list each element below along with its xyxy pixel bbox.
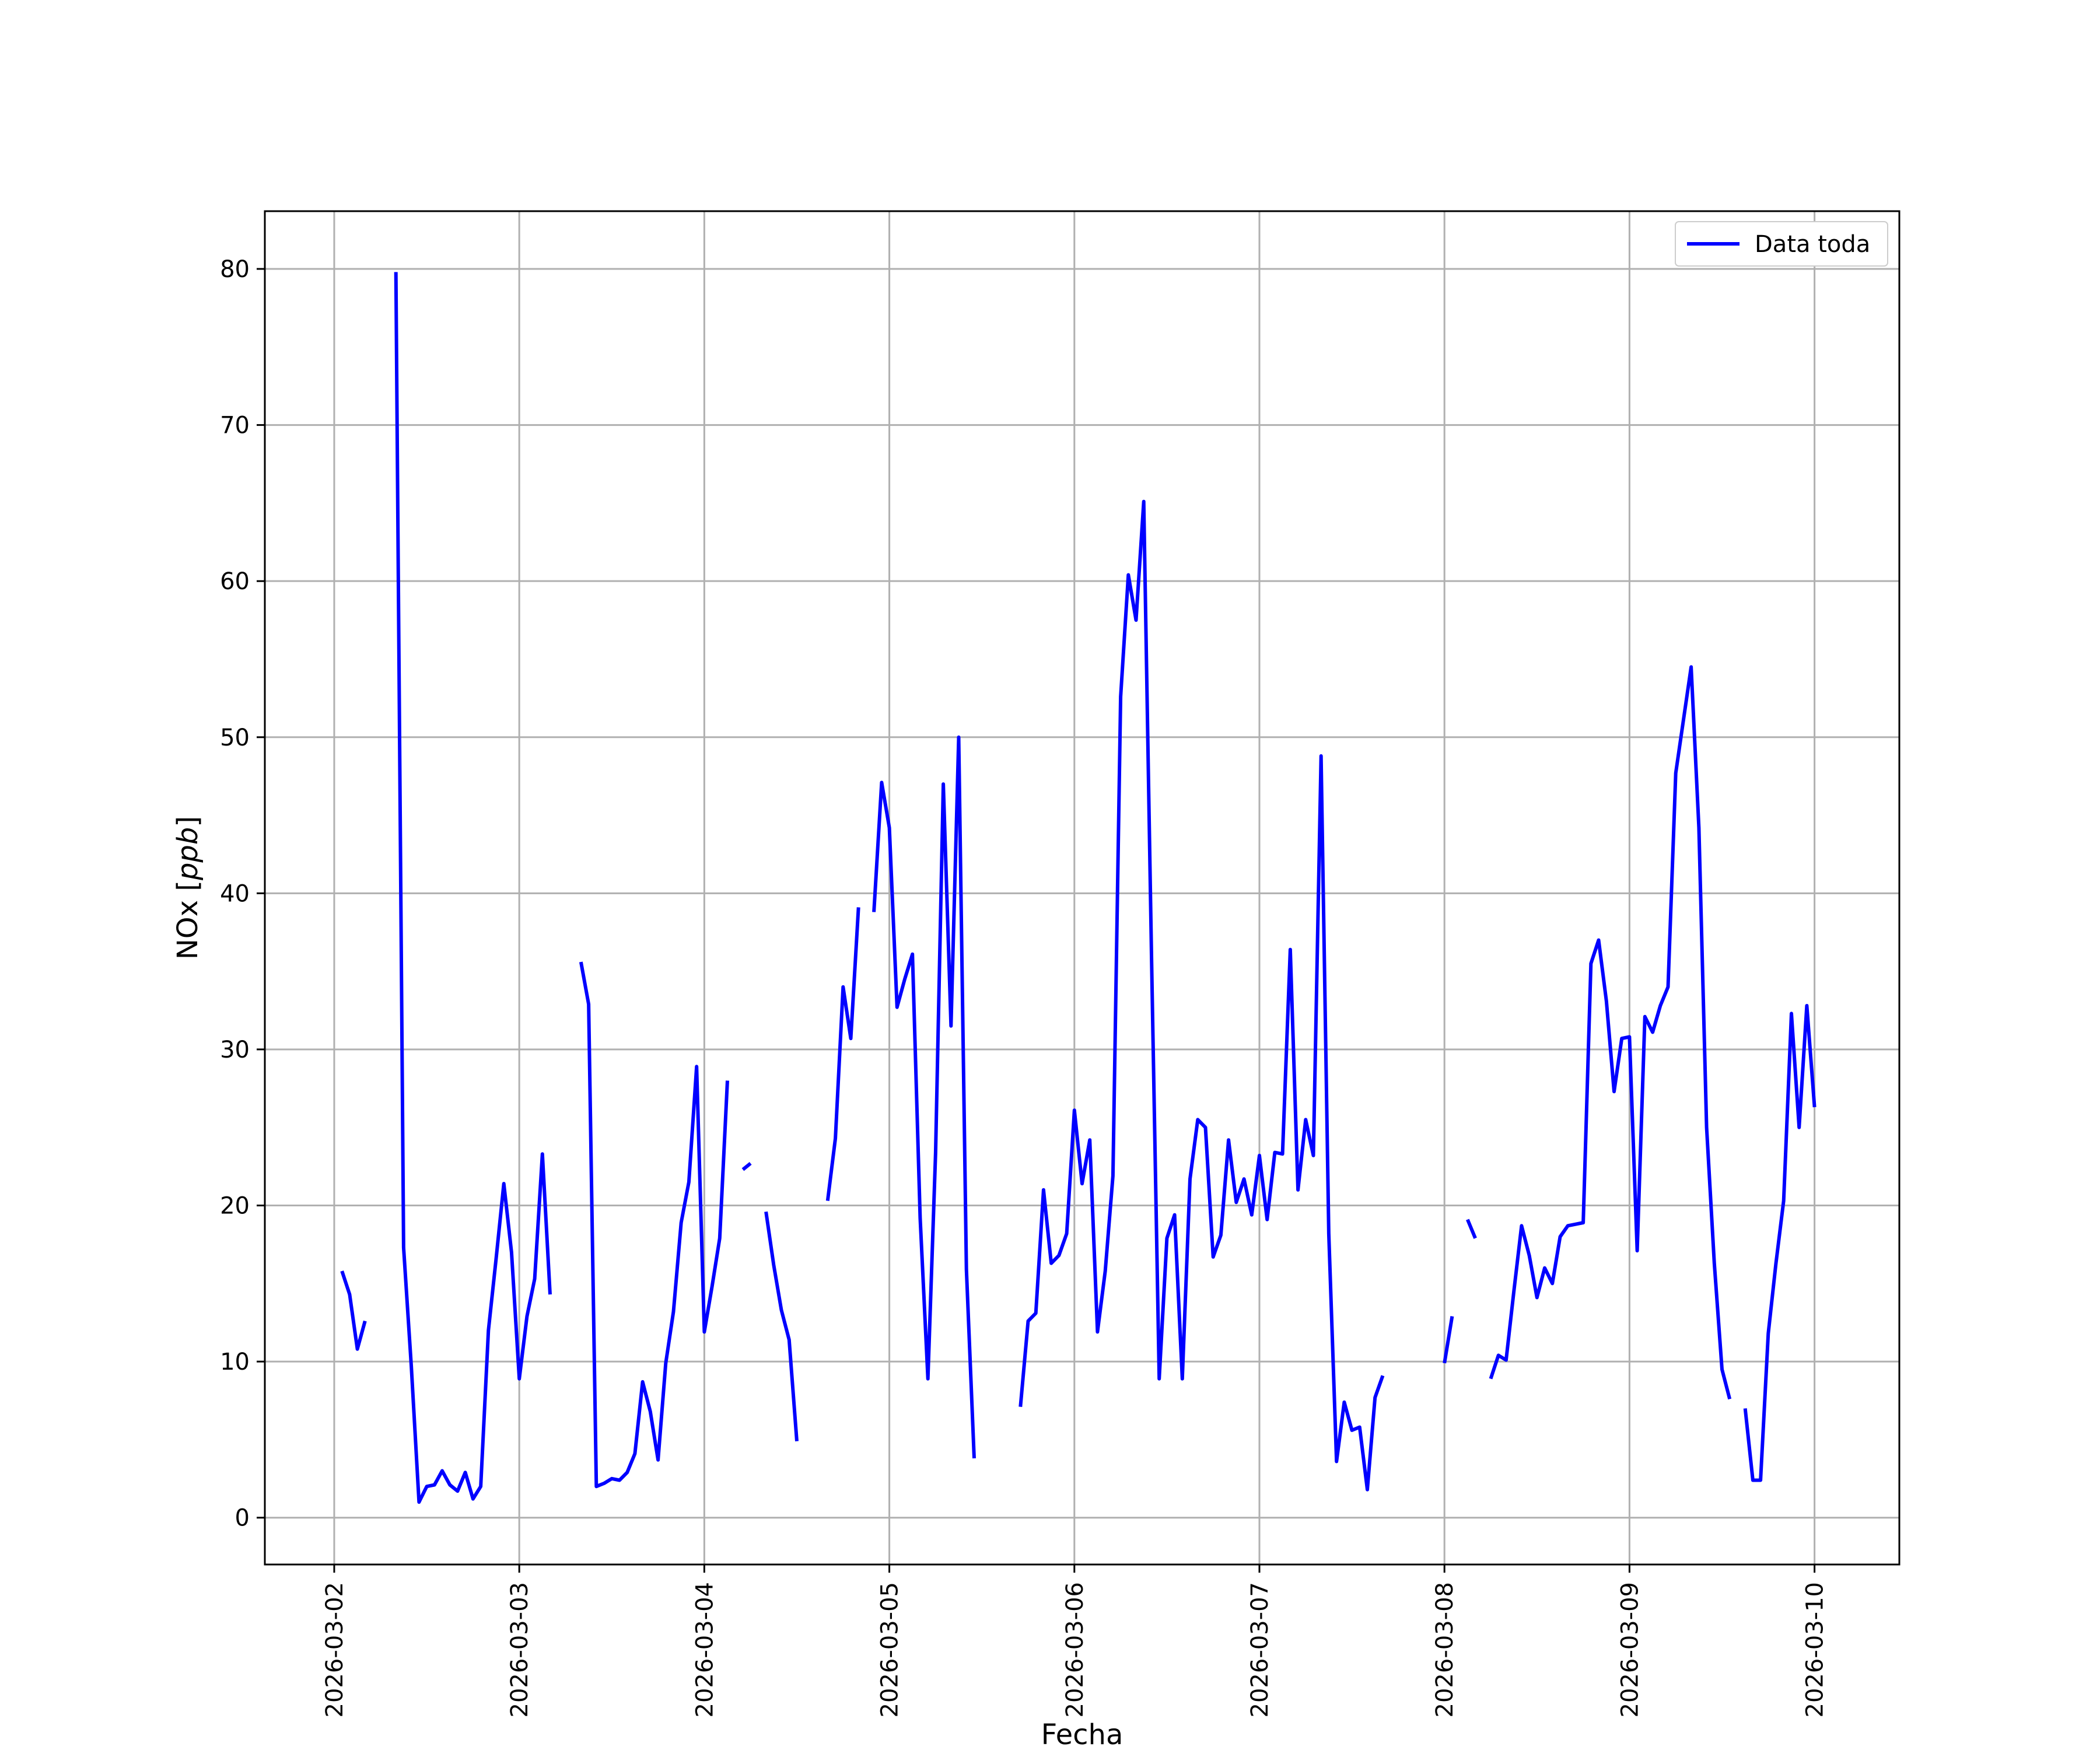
y-tick-label: 80 (220, 256, 250, 283)
y-tick-labels: 0 10 20 30 40 50 60 70 80 (220, 256, 250, 1532)
series-line-segment (579, 961, 729, 1489)
series-line-segment (394, 272, 552, 1504)
y-axis-label-unit: ppb (172, 827, 204, 881)
series-line-segment (872, 735, 976, 1459)
x-tick-label: 2026-03-10 (1802, 1582, 1829, 1717)
y-axis-label-close: ] (172, 816, 204, 827)
x-tick-label: 2026-03-07 (1247, 1582, 1273, 1717)
x-tick-label: 2026-03-05 (877, 1582, 904, 1717)
y-tick-label: 50 (220, 724, 250, 751)
y-tick-label: 10 (220, 1349, 250, 1376)
series-line-segment (1489, 665, 1732, 1400)
y-axis-label: NOx [ppb] (172, 816, 204, 960)
x-tick-label: 2026-03-09 (1616, 1582, 1643, 1717)
y-tick-label: 60 (220, 568, 250, 595)
x-tick-label: 2026-03-03 (506, 1582, 533, 1717)
legend: Data toda (1675, 221, 1888, 267)
x-tick-label: 2026-03-06 (1062, 1582, 1088, 1717)
series-line-segment (764, 1211, 799, 1441)
plot-frame (264, 210, 1901, 1566)
y-tick-label: 20 (220, 1193, 250, 1220)
axis-ticks (257, 268, 1816, 1573)
y-axis-label-main: NOx [ (172, 880, 204, 960)
y-tick-label: 40 (220, 880, 250, 907)
x-tick-label: 2026-03-08 (1432, 1582, 1458, 1717)
series-line-segment (741, 1161, 752, 1171)
x-tick-label: 2026-03-04 (691, 1582, 718, 1717)
series-line-segment (1743, 1004, 1817, 1482)
y-tick-label: 0 (235, 1505, 250, 1532)
series-line-segment (340, 1270, 367, 1351)
series-line-segment (825, 907, 860, 1201)
series-line-segment (1443, 1316, 1454, 1364)
legend-label: Data toda (1755, 231, 1870, 258)
x-tick-labels: 2026-03-02 2026-03-03 2026-03-04 2026-03-05… (321, 1582, 1829, 1717)
legend-box (1675, 221, 1888, 267)
series-layer (340, 272, 1817, 1504)
series-line-segment (1466, 1219, 1477, 1239)
series-line-segment (1019, 499, 1385, 1492)
grid-lines (265, 211, 1899, 1564)
y-tick-label: 70 (220, 412, 250, 439)
x-tick-label: 2026-03-02 (321, 1582, 348, 1717)
x-axis-label: Fecha (1041, 1718, 1124, 1750)
y-tick-label: 30 (220, 1037, 250, 1063)
